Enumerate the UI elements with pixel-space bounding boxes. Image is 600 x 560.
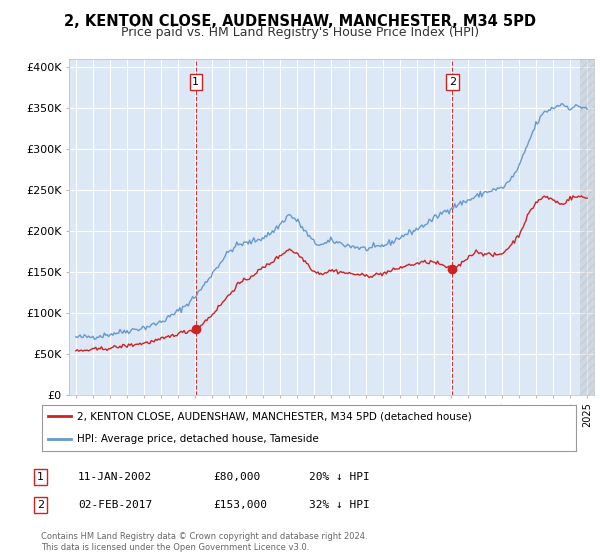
Text: 1: 1 xyxy=(37,472,44,482)
Text: 2, KENTON CLOSE, AUDENSHAW, MANCHESTER, M34 5PD: 2, KENTON CLOSE, AUDENSHAW, MANCHESTER, … xyxy=(64,14,536,29)
Text: £153,000: £153,000 xyxy=(213,500,267,510)
Text: 20% ↓ HPI: 20% ↓ HPI xyxy=(309,472,370,482)
Text: 2: 2 xyxy=(37,500,44,510)
Text: 2: 2 xyxy=(449,77,456,87)
Text: 1: 1 xyxy=(193,77,199,87)
Text: 02-FEB-2017: 02-FEB-2017 xyxy=(78,500,152,510)
Text: 32% ↓ HPI: 32% ↓ HPI xyxy=(309,500,370,510)
Bar xyxy=(580,59,594,395)
Text: Contains HM Land Registry data © Crown copyright and database right 2024.: Contains HM Land Registry data © Crown c… xyxy=(41,532,367,541)
Text: 2, KENTON CLOSE, AUDENSHAW, MANCHESTER, M34 5PD (detached house): 2, KENTON CLOSE, AUDENSHAW, MANCHESTER, … xyxy=(77,412,472,421)
Text: HPI: Average price, detached house, Tameside: HPI: Average price, detached house, Tame… xyxy=(77,435,319,444)
Text: This data is licensed under the Open Government Licence v3.0.: This data is licensed under the Open Gov… xyxy=(41,543,309,552)
Text: £80,000: £80,000 xyxy=(213,472,260,482)
Text: Price paid vs. HM Land Registry's House Price Index (HPI): Price paid vs. HM Land Registry's House … xyxy=(121,26,479,39)
Text: 11-JAN-2002: 11-JAN-2002 xyxy=(78,472,152,482)
